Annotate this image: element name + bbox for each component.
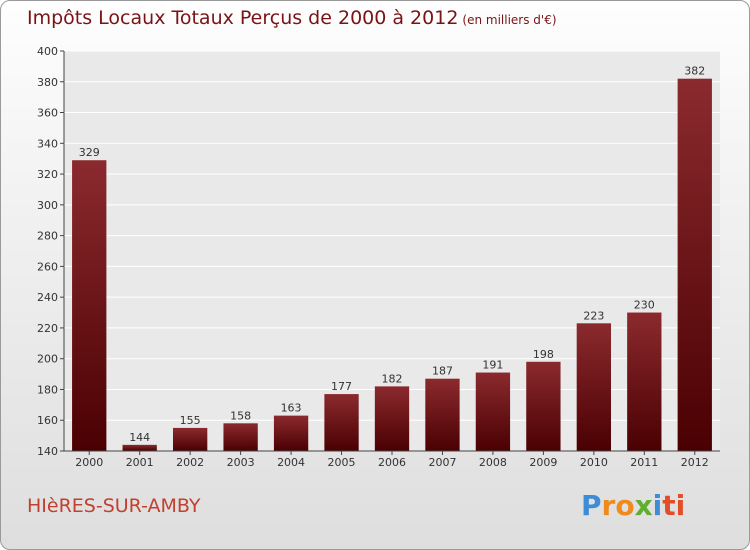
bar — [223, 423, 258, 451]
bar — [72, 160, 107, 451]
data-label: 144 — [129, 431, 150, 444]
data-label: 177 — [331, 380, 352, 393]
y-tick-label: 280 — [37, 230, 58, 243]
bar — [475, 372, 511, 451]
chart-title-text: Impôts Locaux Totaux Perçus de 2000 à 20… — [27, 7, 459, 29]
bar — [122, 444, 157, 451]
bar — [576, 323, 612, 451]
bar — [677, 78, 712, 451]
y-tick-label: 320 — [37, 168, 58, 181]
x-tick-label: 2005 — [328, 456, 356, 469]
x-tick-label: 2000 — [75, 456, 103, 469]
data-label: 198 — [533, 348, 554, 361]
y-tick-label: 140 — [37, 445, 58, 458]
bar — [324, 394, 359, 451]
y-tick-label: 200 — [37, 353, 58, 366]
data-label: 382 — [684, 65, 705, 78]
bar — [627, 312, 662, 451]
commune-name: HIèRES-SUR-AMBY — [27, 495, 201, 517]
x-tick-label: 2008 — [479, 456, 507, 469]
x-tick-label: 2007 — [428, 456, 456, 469]
x-tick-label: 2012 — [681, 456, 709, 469]
data-label: 223 — [583, 309, 604, 322]
x-tick-label: 2002 — [176, 456, 204, 469]
y-tick-label: 340 — [37, 137, 58, 150]
bar — [425, 378, 460, 451]
x-tick-label: 2009 — [529, 456, 557, 469]
y-tick-label: 400 — [37, 45, 58, 58]
data-label: 155 — [180, 414, 201, 427]
proxiti-logo: Proxiti — [581, 489, 686, 522]
x-tick-label: 2011 — [630, 456, 658, 469]
y-tick-label: 180 — [37, 383, 58, 396]
chart-title-unit: (en milliers d'€) — [462, 13, 557, 27]
y-tick-label: 160 — [37, 414, 58, 427]
x-tick-label: 2010 — [580, 456, 608, 469]
y-tick-label: 260 — [37, 260, 58, 273]
x-tick-label: 2003 — [227, 456, 255, 469]
data-label: 182 — [382, 372, 403, 385]
x-tick-label: 2004 — [277, 456, 305, 469]
x-tick-label: 2001 — [126, 456, 154, 469]
y-tick-label: 220 — [37, 322, 58, 335]
data-label: 163 — [281, 402, 302, 415]
y-tick-label: 300 — [37, 199, 58, 212]
bar — [273, 415, 309, 451]
data-label: 329 — [79, 146, 100, 159]
bar — [374, 386, 410, 451]
y-tick-label: 240 — [37, 291, 58, 304]
y-tick-label: 380 — [37, 76, 58, 89]
data-label: 158 — [230, 409, 251, 422]
chart-title: Impôts Locaux Totaux Perçus de 2000 à 20… — [27, 7, 557, 29]
bar — [526, 361, 561, 451]
bar — [172, 427, 208, 451]
data-label: 187 — [432, 365, 453, 378]
x-tick-label: 2006 — [378, 456, 406, 469]
data-label: 230 — [634, 299, 655, 312]
data-label: 191 — [482, 359, 503, 372]
y-tick-label: 360 — [37, 107, 58, 120]
